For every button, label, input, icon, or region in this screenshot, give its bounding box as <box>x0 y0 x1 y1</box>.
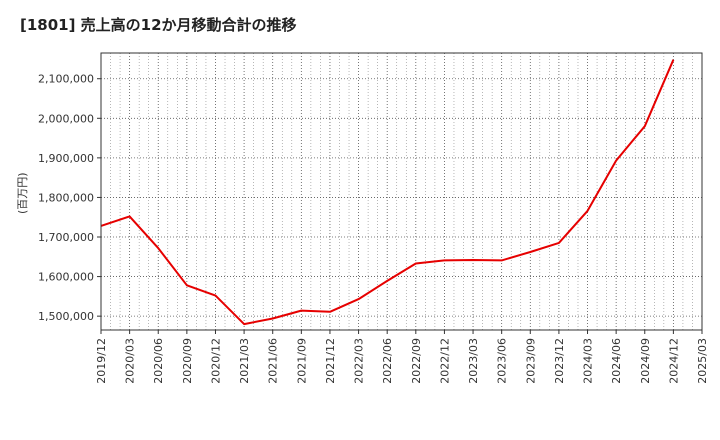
x-axis-ticks: 2019/12 2020/03 2020/06 2020/09 2020/12 2021/… <box>95 330 709 384</box>
y-axis-ticks: 1,500,000 1,600,000 1,700,000 1,800,000 1,90… <box>38 73 101 323</box>
x-tick-label: 2023/06 <box>496 338 509 384</box>
x-tick-label: 2021/12 <box>324 338 337 384</box>
x-tick-label: 2024/03 <box>582 338 595 384</box>
x-tick-label: 2022/06 <box>381 338 394 384</box>
series-layer <box>100 59 675 326</box>
y-tick-label: 1,900,000 <box>38 152 94 165</box>
x-tick-label: 2025/03 <box>696 338 709 384</box>
y-tick-label: 1,500,000 <box>38 310 94 323</box>
x-tick-label: 2021/06 <box>267 338 280 384</box>
x-tick-label: 2022/09 <box>410 338 423 384</box>
x-tick-label: 2020/12 <box>209 338 222 384</box>
x-tick-label: 2023/03 <box>467 338 480 384</box>
x-tick-label: 2021/03 <box>238 338 251 384</box>
x-tick-label: 2020/06 <box>152 338 165 384</box>
grid-lines <box>101 53 702 330</box>
y-tick-label: 1,800,000 <box>38 191 94 204</box>
x-tick-label: 2019/12 <box>95 338 108 384</box>
plot-frame <box>100 52 703 331</box>
x-tick-label: 2020/03 <box>124 338 137 384</box>
x-tick-label: 2022/12 <box>438 338 451 384</box>
x-tick-label: 2023/09 <box>524 338 537 384</box>
y-tick-label: 2,100,000 <box>38 73 94 86</box>
x-tick-label: 2024/06 <box>610 338 623 384</box>
x-tick-label: 2024/09 <box>639 338 652 384</box>
x-tick-label: 2021/09 <box>295 338 308 384</box>
x-tick-label: 2023/12 <box>553 338 566 384</box>
y-tick-label: 2,000,000 <box>38 112 94 125</box>
series-line-0 <box>100 59 675 326</box>
y-tick-label: 1,700,000 <box>38 231 94 244</box>
y-tick-label: 1,600,000 <box>38 271 94 284</box>
x-tick-label: 2022/03 <box>353 338 366 384</box>
x-tick-label: 2020/09 <box>181 338 194 384</box>
x-tick-label: 2024/12 <box>667 338 680 384</box>
chart-title: [1801] 売上高の12か月移動合計の推移 <box>20 16 297 34</box>
